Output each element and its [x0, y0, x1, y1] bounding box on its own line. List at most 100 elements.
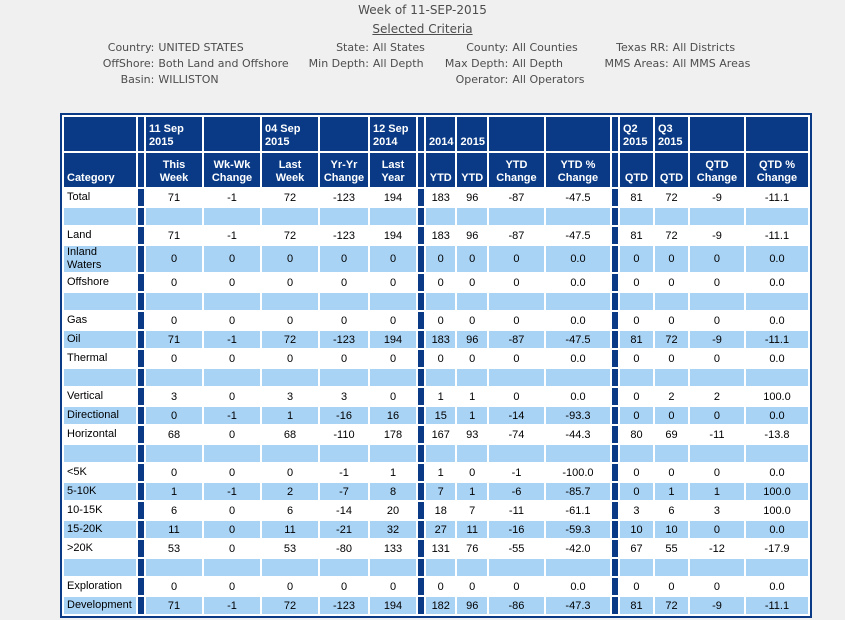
column-separator	[611, 426, 618, 443]
column-separator	[418, 312, 424, 329]
column-separator	[611, 540, 618, 557]
value-cell: 80	[619, 426, 653, 443]
criteria-label: Country:	[107, 40, 155, 54]
value-cell: 0	[689, 578, 744, 595]
value-cell: 0	[370, 274, 416, 291]
data-row: 10-15K 6 0 6 -14 20 18 7 -11 -61.1 3 6 3 100.0	[64, 502, 808, 519]
value-cell: -110	[320, 426, 368, 443]
row-label: 15-20K	[64, 521, 136, 538]
column-group-header	[689, 117, 744, 151]
value-cell: 96	[457, 189, 487, 206]
data-row: Total 71 -1 72 -123 194 183 96 -87 -47.5 81 72 -9 -11…	[64, 189, 808, 206]
value-cell	[689, 445, 744, 462]
value-cell: 11	[146, 521, 202, 538]
value-cell: 0	[146, 274, 202, 291]
value-cell	[745, 445, 808, 462]
value-cell	[426, 445, 456, 462]
column-separator	[418, 407, 424, 424]
value-cell: -100.0	[545, 464, 610, 481]
value-cell: 7	[426, 483, 456, 500]
value-cell: -1	[320, 464, 368, 481]
value-cell	[146, 445, 202, 462]
column-separator	[138, 153, 144, 187]
value-cell	[654, 208, 688, 225]
value-cell	[370, 559, 416, 576]
value-cell: 6	[654, 502, 688, 519]
value-cell: 0.0	[745, 407, 808, 424]
value-cell: -11.1	[745, 227, 808, 244]
value-cell: 0	[370, 246, 416, 272]
data-row: 5-10K 1 -1 2 -7 8 7 1 -6 -85.7 0 1 1 100.0	[64, 483, 808, 500]
value-cell: 1	[654, 483, 688, 500]
value-cell	[370, 208, 416, 225]
value-cell	[426, 559, 456, 576]
column-separator	[138, 597, 144, 614]
row-label: Inland Waters	[64, 246, 136, 272]
value-cell: 20	[370, 502, 416, 519]
value-cell: -11.1	[745, 331, 808, 348]
value-cell: 2	[262, 483, 318, 500]
column-separator	[138, 483, 144, 500]
value-cell: 0	[370, 388, 416, 405]
value-cell: 3	[619, 502, 653, 519]
column-group-header	[488, 117, 544, 151]
column-separator	[138, 426, 144, 443]
value-cell: 100.0	[745, 502, 808, 519]
data-row: Development 71 -1 72 -123 194 182 96 -86 -47.3 81 7…	[64, 597, 808, 614]
column-separator	[418, 208, 424, 225]
spacer-row	[64, 208, 808, 225]
value-cell: 68	[146, 426, 202, 443]
value-cell	[619, 445, 653, 462]
value-cell	[204, 445, 260, 462]
value-cell	[146, 559, 202, 576]
rig-table-body: Total 71 -1 72 -123 194 183 96 -87 -47.5 81 72 -9 -11…	[64, 189, 808, 614]
column-separator	[611, 388, 618, 405]
value-cell	[262, 369, 318, 386]
value-cell	[146, 293, 202, 310]
value-cell: 6	[146, 502, 202, 519]
column-header-row: Category This Week Wk-Wk Change Last Week Yr…	[64, 153, 808, 187]
value-cell: 1	[370, 464, 416, 481]
column-header: Yr-Yr Change	[320, 153, 368, 187]
value-cell: 0.0	[745, 274, 808, 291]
row-label: Development	[64, 597, 136, 614]
value-cell: 0	[488, 312, 544, 329]
value-cell: 0	[619, 464, 653, 481]
value-cell: 0	[204, 246, 260, 272]
value-cell: 0	[370, 350, 416, 367]
value-cell: 1	[689, 483, 744, 500]
value-cell: 0	[146, 407, 202, 424]
value-cell: 194	[370, 227, 416, 244]
value-cell: 27	[426, 521, 456, 538]
value-cell: 81	[619, 227, 653, 244]
value-cell: 72	[262, 227, 318, 244]
column-group-header: 2014	[426, 117, 456, 151]
value-cell: 0	[204, 502, 260, 519]
criteria-label: MMS Areas:	[604, 56, 669, 70]
value-cell: 0	[262, 274, 318, 291]
column-separator	[138, 521, 144, 538]
column-header: QTD	[619, 153, 653, 187]
value-cell: -14	[488, 407, 544, 424]
value-cell: 81	[619, 597, 653, 614]
value-cell	[745, 559, 808, 576]
value-cell: 8	[370, 483, 416, 500]
column-header: YTD % Change	[545, 153, 610, 187]
row-label: Land	[64, 227, 136, 244]
selected-criteria-link[interactable]: Selected Criteria	[372, 22, 473, 36]
value-cell: 11	[457, 521, 487, 538]
column-separator	[418, 246, 424, 272]
value-cell: 0	[689, 274, 744, 291]
value-cell: 0	[689, 464, 744, 481]
value-cell: 0	[262, 578, 318, 595]
value-cell	[457, 208, 487, 225]
column-separator	[138, 502, 144, 519]
column-separator	[418, 502, 424, 519]
criteria-label: Texas RR:	[616, 40, 669, 54]
value-cell: 0	[426, 246, 456, 272]
value-cell: 0	[488, 350, 544, 367]
value-cell	[745, 208, 808, 225]
value-cell: 53	[146, 540, 202, 557]
spacer-row	[64, 445, 808, 462]
value-cell: 0.0	[745, 350, 808, 367]
